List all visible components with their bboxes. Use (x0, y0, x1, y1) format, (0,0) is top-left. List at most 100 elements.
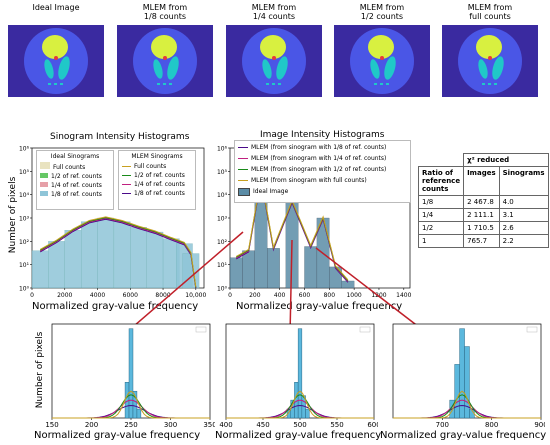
legend-box (195, 326, 207, 333)
histogram-bar (31, 250, 49, 289)
image-legend: MLEM (from sinogram with 1/8 of ref. cou… (234, 140, 411, 203)
histogram-bar (267, 248, 280, 289)
y-tick-label: 10¹ (19, 262, 30, 269)
table-col-sinograms: Sinograms (498, 166, 549, 196)
histogram-bar (113, 221, 131, 289)
zoom-histogram-500: 400 450 500 550 600 (219, 323, 378, 428)
zoom-xlabel-500: Normalized gray-value frequency (215, 430, 382, 441)
table-row: 1/4 2 111.1 3.1 (417, 208, 549, 222)
panel-title-ideal: Ideal Image (32, 3, 80, 12)
legend-box (526, 326, 538, 333)
series-line (393, 390, 541, 419)
histogram-bar (48, 241, 65, 289)
x-tick-label: 200 (249, 292, 261, 299)
legend-ideal-eighth: 1/8 of ref. counts (51, 191, 102, 198)
x-tick-label: 900 (534, 421, 545, 428)
sinogram-legend-ideal: Ideal Sinograms Full counts 1/2 of ref. … (36, 150, 114, 210)
x-tick-label: 1400 (396, 292, 411, 299)
image-histogram-title: Image Intensity Histograms (258, 130, 387, 140)
x-tick-label: 600 (299, 292, 311, 299)
sinogram-histogram-title: Sinogram Intensity Histograms (48, 132, 192, 142)
legend-image-eighth: MLEM (from sinogram with 1/8 of ref. cou… (251, 144, 387, 151)
table-col-images: Images (463, 166, 500, 196)
panel-title-eighth: MLEM from 1/8 counts (142, 3, 188, 21)
x-tick-label: 200 (85, 421, 98, 428)
legend-image-ideal: Ideal Image (253, 188, 289, 195)
table-row: 1/2 1 710.5 2.6 (417, 221, 549, 235)
zoom-ylabel: Number of pixels (35, 331, 45, 409)
histogram-bar (136, 408, 142, 419)
x-tick-label: 150 (45, 421, 58, 428)
legend-ideal-half: 1/2 of ref. counts (51, 173, 102, 180)
image-xlabel: Normalized gray-value frequency (236, 301, 403, 312)
x-tick-label: 2000 (57, 292, 72, 299)
legend-mlem-title: MLEM Sinograms (131, 153, 183, 160)
histogram-bar (459, 328, 465, 419)
mlem-full-image (442, 25, 538, 97)
histogram-bar (146, 231, 164, 289)
histogram-bar (97, 217, 115, 289)
x-tick-label: 1000 (346, 292, 361, 299)
x-tick-label: 1200 (371, 292, 386, 299)
mlem-half-image (334, 25, 430, 97)
y-tick-label: 10⁴ (19, 192, 30, 199)
histogram-bar (132, 390, 138, 419)
y-tick-label: 10⁵ (217, 169, 228, 176)
x-tick-label: 0 (30, 292, 34, 299)
legend-mlem-full: Full counts (134, 163, 167, 170)
x-tick-label: 450 (256, 421, 269, 428)
y-tick-label: 10² (217, 239, 228, 246)
table-row: 1/8 2 467.8 4.0 (417, 195, 549, 209)
x-tick-label: 10,000 (185, 292, 206, 299)
y-tick-label: 10⁰ (19, 286, 30, 293)
table-col-ratio: Ratio of reference counts (417, 166, 465, 196)
histogram-bar (304, 246, 318, 289)
y-tick-label: 10⁵ (19, 169, 30, 176)
x-tick-label: 800 (485, 421, 498, 428)
histogram-bar (454, 364, 460, 419)
legend-ideal-full: Full counts (53, 164, 86, 171)
sinogram-legend-mlem: MLEM Sinograms Full counts 1/2 of ref. c… (118, 150, 196, 210)
legend-ideal-title: Ideal Sinograms (50, 153, 100, 160)
histogram-bar (128, 328, 134, 419)
legend-mlem-half: 1/2 of ref. counts (134, 172, 185, 179)
x-tick-label: 6000 (123, 292, 138, 299)
legend-mlem-quarter: 1/4 of ref. counts (134, 181, 185, 188)
series-line (52, 390, 210, 419)
y-tick-label: 10³ (217, 216, 228, 223)
x-tick-label: 300 (164, 421, 177, 428)
y-tick-label: 10⁰ (217, 286, 228, 293)
sinogram-xlabel: Normalized gray-value frequency (32, 301, 199, 312)
histogram-bar (305, 408, 310, 419)
y-tick-label: 10⁶ (19, 146, 30, 153)
legend-image-half: MLEM (from sinogram with 1/2 of ref. cou… (251, 166, 387, 173)
legend-image-quarter: MLEM (from sinogram with 1/4 of ref. cou… (251, 155, 387, 162)
histogram-bar (80, 221, 98, 289)
histogram-bar (182, 253, 200, 289)
panel-title-full: MLEM from full counts (467, 3, 513, 21)
zoom-xlabel-750: Normalized gray-value frequency (380, 430, 547, 441)
legend-box (359, 326, 371, 333)
y-tick-label: 10³ (19, 216, 30, 223)
series-line (226, 390, 374, 419)
x-tick-label: 4000 (90, 292, 105, 299)
mlem-eighth-image (117, 25, 213, 97)
legend-image-full: MLEM (from sinogram with full counts) (251, 177, 367, 184)
zoom-histogram-250: 150 200 250 300 350 (45, 323, 215, 428)
x-tick-label: 8000 (155, 292, 170, 299)
panel-title-half: MLEM from 1/2 counts (359, 3, 405, 21)
legend-ideal-quarter: 1/4 of ref. counts (51, 182, 102, 189)
histogram-bar (229, 257, 243, 289)
histogram-bar (130, 227, 147, 289)
histogram-bar (242, 250, 255, 289)
x-tick-label: 800 (324, 292, 336, 299)
ideal-image (8, 25, 104, 97)
x-tick-label: 250 (124, 421, 137, 428)
table-row: 1 765.7 2.2 (417, 234, 549, 248)
mlem-quarter-image (226, 25, 322, 97)
x-tick-label: 400 (274, 292, 286, 299)
x-tick-label: 400 (219, 421, 232, 428)
table-header-chi: χ² reduced (463, 153, 549, 167)
y-tick-label: 10² (19, 239, 30, 246)
y-tick-label: 10⁴ (217, 192, 228, 199)
